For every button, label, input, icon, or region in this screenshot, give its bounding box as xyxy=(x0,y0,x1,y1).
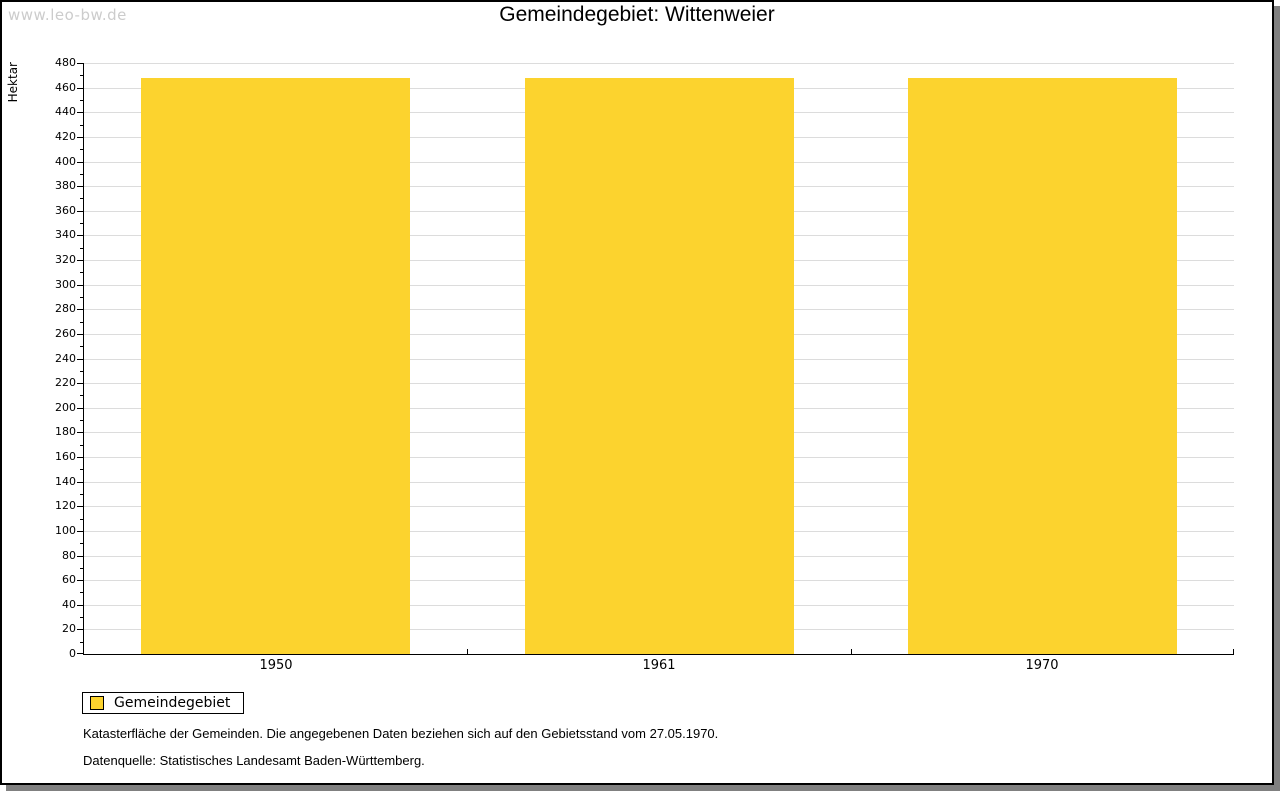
y-axis-minor-tick xyxy=(80,297,83,298)
y-axis-minor-tick xyxy=(80,371,83,372)
bar-1970 xyxy=(908,78,1177,654)
y-axis-minor-tick xyxy=(80,420,83,421)
bar-1950 xyxy=(141,78,410,654)
y-axis-tick-label: 340 xyxy=(55,228,76,241)
y-axis-minor-tick xyxy=(80,395,83,396)
y-axis-tick xyxy=(77,334,83,335)
y-axis-tick-label: 120 xyxy=(55,499,76,512)
y-axis-title: Hektar xyxy=(6,58,22,118)
y-axis-tick-label: 420 xyxy=(55,130,76,143)
y-axis-tick-label: 240 xyxy=(55,352,76,365)
chart-title: Gemeindegebiet: Wittenweier xyxy=(499,3,775,26)
y-axis-tick-label: 180 xyxy=(55,425,76,438)
y-axis-minor-tick xyxy=(80,125,83,126)
y-axis-tick-label: 0 xyxy=(69,647,76,660)
footnote-data-source: Datenquelle: Statistisches Landesamt Bad… xyxy=(83,753,425,768)
y-axis-tick xyxy=(77,580,83,581)
y-axis-tick-label: 460 xyxy=(55,81,76,94)
x-axis-tick xyxy=(1233,649,1234,654)
y-axis-minor-tick xyxy=(80,322,83,323)
y-axis-tick xyxy=(77,457,83,458)
y-axis-tick-label: 80 xyxy=(62,549,76,562)
y-axis-tick xyxy=(77,235,83,236)
y-axis-tick xyxy=(77,162,83,163)
y-axis-minor-tick xyxy=(80,174,83,175)
y-axis-tick xyxy=(77,556,83,557)
x-axis-tick-label: 1970 xyxy=(1025,658,1059,673)
y-axis-minor-tick xyxy=(80,248,83,249)
y-axis-tick xyxy=(77,285,83,286)
y-axis-minor-tick xyxy=(80,346,83,347)
y-axis-tick-label: 220 xyxy=(55,376,76,389)
y-axis-minor-tick xyxy=(80,469,83,470)
y-axis-tick xyxy=(77,506,83,507)
y-axis-tick-label: 160 xyxy=(55,450,76,463)
y-axis-tick xyxy=(77,605,83,606)
y-axis-tick xyxy=(77,112,83,113)
y-axis-tick xyxy=(77,359,83,360)
y-axis-minor-tick xyxy=(80,494,83,495)
watermark: www.leo-bw.de xyxy=(8,6,127,24)
y-axis-title-text: Hektar xyxy=(6,62,20,103)
y-axis-tick xyxy=(77,432,83,433)
y-axis-tick-label: 200 xyxy=(55,401,76,414)
y-axis-tick-label: 440 xyxy=(55,105,76,118)
x-axis-tick xyxy=(851,649,852,654)
y-axis-tick-label: 300 xyxy=(55,278,76,291)
y-axis-tick xyxy=(77,629,83,630)
y-axis-minor-tick xyxy=(80,149,83,150)
y-axis-tick xyxy=(77,186,83,187)
y-axis-tick xyxy=(77,63,83,64)
y-axis-tick xyxy=(77,88,83,89)
y-axis-tick-label: 20 xyxy=(62,622,76,635)
footnote-source-note: Katasterfläche der Gemeinden. Die angege… xyxy=(83,726,719,741)
y-axis-minor-tick xyxy=(80,198,83,199)
gridline xyxy=(84,63,1234,64)
y-axis-tick-label: 320 xyxy=(55,253,76,266)
y-axis-tick-label: 100 xyxy=(55,524,76,537)
y-axis-tick-label: 360 xyxy=(55,204,76,217)
y-axis-minor-tick xyxy=(80,519,83,520)
y-axis-tick-label: 260 xyxy=(55,327,76,340)
legend-color-swatch xyxy=(90,696,104,710)
plot-area: 0 20 40 60 80 100 120 140 160 180 200 220 240 260 280 3… xyxy=(55,57,1234,673)
y-axis-tick xyxy=(77,482,83,483)
y-axis-tick xyxy=(77,653,83,654)
x-axis-tick xyxy=(467,649,468,654)
y-axis-minor-tick xyxy=(80,223,83,224)
y-axis-tick xyxy=(77,260,83,261)
y-axis-tick-label: 400 xyxy=(55,155,76,168)
y-axis-tick-label: 480 xyxy=(55,56,76,69)
y-axis-tick xyxy=(77,137,83,138)
y-axis-tick xyxy=(77,383,83,384)
y-axis-tick xyxy=(77,408,83,409)
x-axis-tick-label: 1950 xyxy=(259,658,293,673)
y-axis-minor-tick xyxy=(80,543,83,544)
y-axis-tick-label: 40 xyxy=(62,598,76,611)
y-axis-minor-tick xyxy=(80,272,83,273)
y-axis-tick-label: 60 xyxy=(62,573,76,586)
y-axis-minor-tick xyxy=(80,642,83,643)
legend: Gemeindegebiet xyxy=(82,692,245,714)
legend-label: Gemeindegebiet xyxy=(114,695,231,711)
bar-1961 xyxy=(525,78,794,654)
y-axis-tick xyxy=(77,211,83,212)
x-axis-tick-label: 1961 xyxy=(642,658,676,673)
y-axis-tick-label: 380 xyxy=(55,179,76,192)
y-axis-minor-tick xyxy=(80,617,83,618)
y-axis-minor-tick xyxy=(80,592,83,593)
y-axis-minor-tick xyxy=(80,445,83,446)
y-axis-minor-tick xyxy=(80,568,83,569)
y-axis-minor-tick xyxy=(80,100,83,101)
y-axis-tick xyxy=(77,309,83,310)
y-axis-tick xyxy=(77,531,83,532)
y-axis-minor-tick xyxy=(80,75,83,76)
y-axis-tick-label: 140 xyxy=(55,475,76,488)
y-axis-tick-label: 280 xyxy=(55,302,76,315)
